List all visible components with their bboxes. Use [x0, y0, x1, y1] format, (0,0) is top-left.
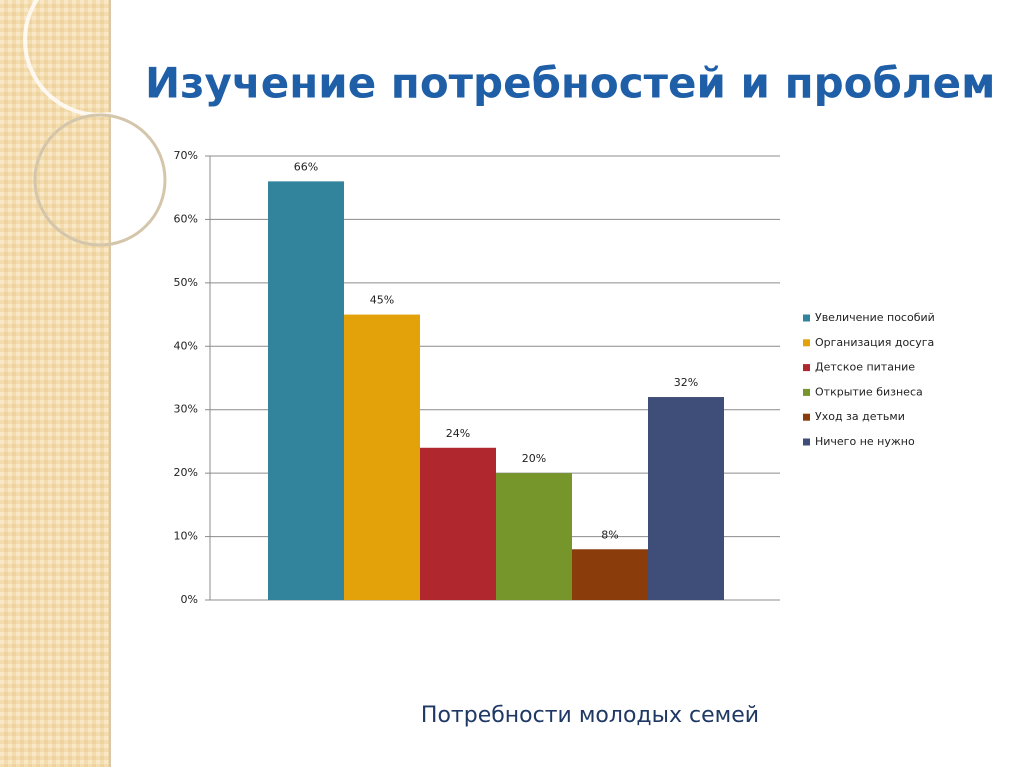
bar — [420, 447, 496, 600]
legend-label: Детское питание — [815, 361, 915, 374]
legend-label: Увеличение пособий — [815, 311, 935, 324]
y-tick-label: 70% — [174, 149, 198, 162]
data-label: 45% — [370, 294, 394, 307]
y-tick-label: 50% — [174, 276, 198, 289]
side-panel — [0, 0, 110, 767]
slide-title: Изучение потребностей и проблем — [145, 59, 995, 108]
data-label: 24% — [446, 427, 470, 440]
data-label: 66% — [294, 160, 318, 173]
data-label: 32% — [674, 376, 698, 389]
chart-caption: Потребности молодых семей — [421, 703, 759, 728]
bar — [572, 549, 648, 600]
legend-swatch — [803, 364, 810, 372]
legend-swatch — [803, 388, 810, 396]
bar — [344, 314, 420, 600]
legend-label: Открытие бизнеса — [815, 385, 923, 398]
y-tick-label: 40% — [174, 339, 198, 352]
bar — [648, 397, 724, 600]
y-tick-label: 60% — [174, 212, 198, 225]
legend-swatch — [803, 314, 810, 322]
legend-swatch — [803, 413, 810, 421]
data-label: 20% — [522, 452, 546, 465]
legend-swatch — [803, 339, 810, 347]
decor-circle — [33, 113, 167, 247]
legend-swatch — [803, 438, 810, 446]
bar — [496, 473, 572, 600]
legend-label: Уход за детьми — [815, 410, 905, 423]
data-label: 8% — [601, 528, 618, 541]
y-tick-label: 30% — [174, 403, 198, 416]
bar — [268, 181, 344, 600]
y-tick-label: 0% — [181, 593, 198, 606]
legend-label: Ничего не нужно — [815, 435, 915, 448]
y-tick-label: 10% — [174, 530, 198, 543]
y-tick-label: 20% — [174, 466, 198, 479]
legend-label: Организация досуга — [815, 336, 934, 349]
